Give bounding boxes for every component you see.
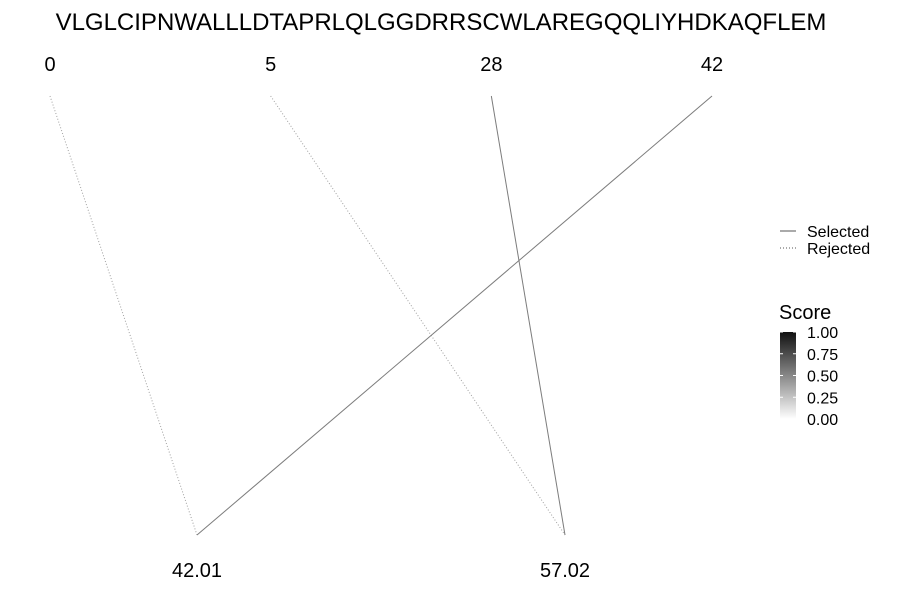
rejected-link <box>49 95 198 536</box>
score-tick-label: 0.00 <box>807 412 838 429</box>
score-tick-label: 0.75 <box>807 347 838 364</box>
legend-label-rejected: Rejected <box>807 241 870 258</box>
score-tick-label: 0.25 <box>807 390 838 407</box>
bottom-tick-label: 42.01 <box>172 560 222 582</box>
score-tick-label: 0.50 <box>807 369 838 386</box>
score-tick-label: 1.00 <box>807 325 838 342</box>
top-tick-label: 42 <box>701 54 723 76</box>
top-tick-label: 5 <box>265 54 276 76</box>
top-tick-label: 28 <box>480 54 502 76</box>
bottom-ticks: 42.01 57.02 <box>172 560 590 582</box>
bottom-tick-label: 57.02 <box>540 560 590 582</box>
rejected-link <box>270 95 566 536</box>
legend-label-selected: Selected <box>807 224 869 241</box>
score-ticks: 1.00 0.75 0.50 0.25 0.00 <box>780 325 838 429</box>
top-tick-label: 0 <box>44 54 55 76</box>
score-legend: Score 1.00 0.75 0.50 0.25 0.00 <box>779 302 838 429</box>
score-colorbar <box>780 332 796 419</box>
status-legend: Selected Rejected <box>780 224 870 258</box>
top-ticks: 0 5 28 42 <box>44 54 723 76</box>
sequence-label: VLGLCIPNWALLLDTAPRLQLGGDRRSCWLAREGQQLIYH… <box>56 9 827 36</box>
selected-link <box>196 95 713 536</box>
links <box>49 95 713 536</box>
selected-link <box>490 95 566 536</box>
score-legend-title: Score <box>779 302 831 324</box>
